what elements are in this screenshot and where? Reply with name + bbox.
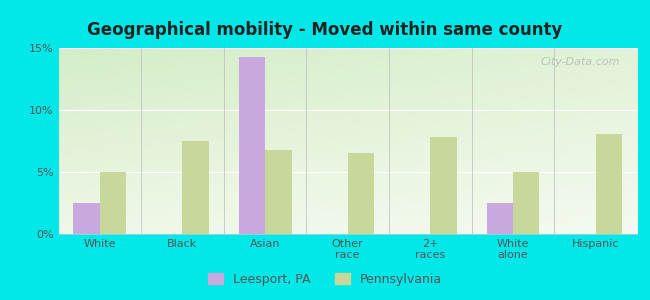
Text: Geographical mobility - Moved within same county: Geographical mobility - Moved within sam… <box>87 21 563 39</box>
Bar <box>348 153 374 234</box>
Bar <box>183 141 209 234</box>
Bar <box>239 57 265 234</box>
Bar <box>100 172 126 234</box>
Bar <box>595 134 622 234</box>
Bar <box>265 150 292 234</box>
Bar <box>73 203 100 234</box>
Text: City-Data.com: City-Data.com <box>540 57 619 67</box>
Bar <box>513 172 540 234</box>
Bar <box>487 203 513 234</box>
Bar <box>430 137 457 234</box>
Legend: Leesport, PA, Pennsylvania: Leesport, PA, Pennsylvania <box>203 268 447 291</box>
